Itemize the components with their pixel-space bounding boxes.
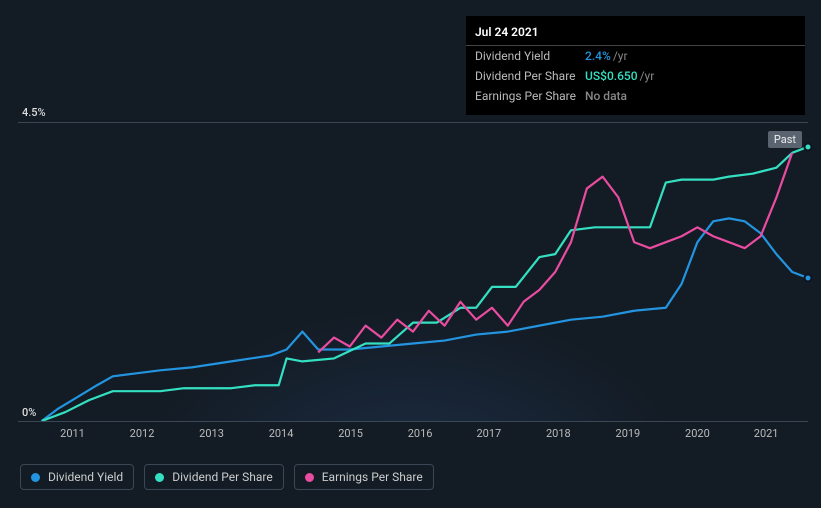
legend-label: Dividend Per Share <box>172 470 273 484</box>
series-end-marker <box>804 142 813 151</box>
chart-lines <box>18 123 808 421</box>
x-axis-label: 2012 <box>130 427 155 440</box>
tooltip-rows: Dividend Yield2.4%/yrDividend Per ShareU… <box>466 46 805 106</box>
x-axis-label: 2015 <box>338 427 363 440</box>
x-axis-label: 2016 <box>408 427 433 440</box>
past-badge: Past <box>768 131 802 148</box>
x-axis-label: 2019 <box>616 427 641 440</box>
legend-label: Earnings Per Share <box>322 470 423 484</box>
x-axis-label: 2018 <box>546 427 571 440</box>
series-end-marker <box>804 273 813 282</box>
tooltip-row-label: Dividend Per Share <box>475 69 585 83</box>
x-axis-label: 2013 <box>199 427 224 440</box>
tooltip-row: Earnings Per ShareNo data <box>466 86 805 106</box>
tooltip-row-value: 2.4% <box>585 49 611 63</box>
tooltip-row-label: Dividend Yield <box>475 49 585 63</box>
x-axis-label: 2014 <box>269 427 294 440</box>
tooltip-row-unit: /yr <box>613 49 628 63</box>
plot-region[interactable]: Past <box>18 122 808 422</box>
tooltip-panel: Jul 24 2021 Dividend Yield2.4%/yrDividen… <box>466 16 805 115</box>
y-axis-top-label: 4.5% <box>22 106 46 119</box>
tooltip-row: Dividend Yield2.4%/yr <box>466 46 805 66</box>
legend-dot <box>31 473 40 482</box>
legend-label: Dividend Yield <box>48 470 123 484</box>
x-axis-labels: 2011 2012 2013 2014 2015 2016 2017 2018 2019 2020… <box>18 427 808 445</box>
tooltip-row-unit: /yr <box>640 69 655 83</box>
tooltip-row: Dividend Per ShareUS$0.650/yr <box>466 66 805 86</box>
legend-item[interactable]: Dividend Per Share <box>144 464 284 490</box>
legend-dot <box>155 473 164 482</box>
tooltip-date: Jul 24 2021 <box>466 25 805 46</box>
legend-item[interactable]: Earnings Per Share <box>294 464 434 490</box>
legend-item[interactable]: Dividend Yield <box>20 464 134 490</box>
x-axis-label: 2021 <box>754 427 779 440</box>
legend: Dividend Yield Dividend Per Share Earnings… <box>20 464 434 490</box>
tooltip-row-value: US$0.650 <box>585 69 638 83</box>
x-axis-label: 2011 <box>60 427 85 440</box>
series-line <box>42 147 808 421</box>
x-axis-label: 2020 <box>685 427 710 440</box>
tooltip-row-label: Earnings Per Share <box>475 89 585 103</box>
x-axis-label: 2017 <box>476 427 501 440</box>
legend-dot <box>305 473 314 482</box>
chart-area: 4.5% 0% Past 201120122013201420152016201… <box>18 100 808 445</box>
tooltip-row-value: No data <box>585 89 627 103</box>
